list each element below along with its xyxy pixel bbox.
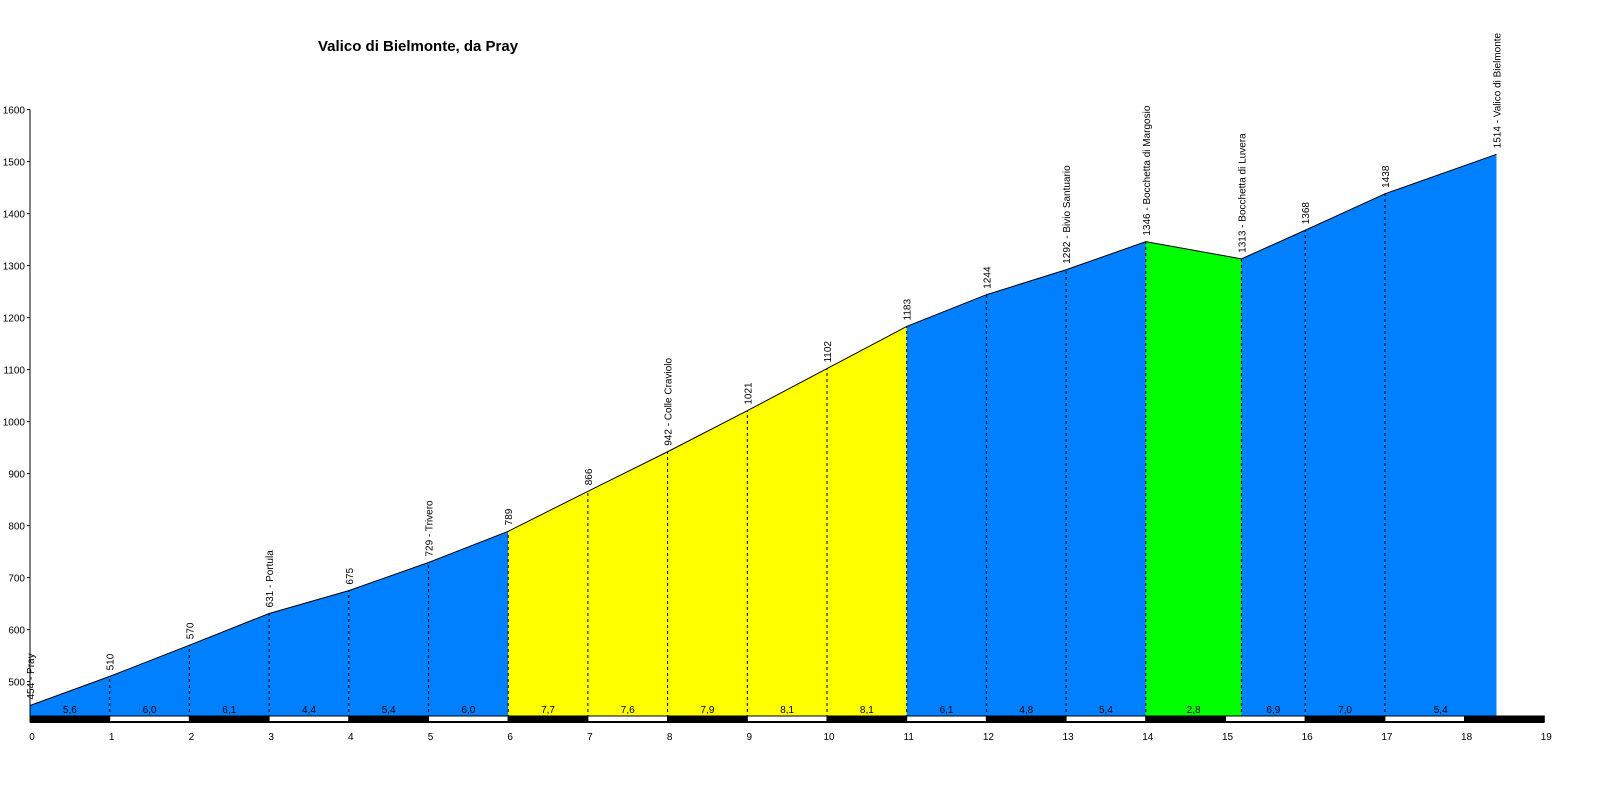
elevation-label: 729 - Trivero bbox=[425, 500, 436, 557]
segment-fill bbox=[747, 368, 827, 718]
km-markers bbox=[29, 153, 1497, 718]
gradient-label: 5,4 bbox=[1099, 705, 1113, 716]
elevation-label: 1346 - Bocchetta di Margosio bbox=[1142, 105, 1153, 236]
segment-fill bbox=[30, 676, 110, 718]
x-tick-label: 9 bbox=[747, 732, 753, 743]
segment-fill bbox=[109, 645, 190, 718]
y-tick-label: 900 bbox=[8, 470, 25, 481]
gradient-label: 4,4 bbox=[302, 705, 316, 716]
elevation-label: 1102 bbox=[823, 341, 834, 363]
elevation-label: 942 - Colle Craviolo bbox=[664, 358, 675, 446]
segment-fill bbox=[827, 326, 907, 718]
y-tick-label: 500 bbox=[8, 678, 25, 689]
segment-fill bbox=[1066, 241, 1146, 718]
x-tick-label: 1 bbox=[109, 732, 115, 743]
x-tick-label: 4 bbox=[348, 732, 354, 743]
y-tick-label: 1000 bbox=[3, 418, 26, 429]
x-tick-label: 17 bbox=[1381, 732, 1393, 743]
y-tick-label: 1100 bbox=[3, 366, 25, 377]
segment-fill bbox=[1145, 241, 1242, 718]
x-tick-label: 14 bbox=[1142, 732, 1154, 743]
gradient-label: 6,0 bbox=[461, 705, 475, 716]
x-axis: 0 1 2 3 4 5 6 7 8 9 10 11 12 13 14 15 16 17 18 19 bbox=[29, 732, 1552, 743]
segment-fill bbox=[667, 410, 748, 718]
elevation-label: 1244 bbox=[982, 266, 993, 289]
gradient-labels: 5,6 6,0 6,1 4,4 5,4 6,0 7,7 7,6 7,9 8,1 8,1 6,1 4,8 5… bbox=[63, 705, 1448, 716]
elevation-label: 789 bbox=[504, 508, 515, 525]
elevation-label: 631 - Portula bbox=[265, 550, 276, 608]
elevation-labels: 454 - Pray 510 570 631 - Portula 675 729 - Tr… bbox=[26, 32, 1503, 699]
elevation-label: 1313 - Bocchetta di Luvera bbox=[1237, 133, 1248, 253]
elevation-label: 866 bbox=[584, 468, 595, 485]
gradient-label: 7,7 bbox=[541, 705, 555, 716]
gradient-label: 6,0 bbox=[143, 705, 157, 716]
elevation-label: 1368 bbox=[1301, 202, 1312, 225]
distance-bar bbox=[29, 715, 1545, 723]
gradient-label: 6,1 bbox=[222, 705, 236, 716]
gradient-label: 8,1 bbox=[780, 705, 794, 716]
segment-fill bbox=[269, 590, 349, 718]
elevation-label: 454 - Pray bbox=[26, 653, 37, 699]
segment-fills bbox=[30, 154, 1497, 719]
x-tick-label: 6 bbox=[507, 732, 513, 743]
x-tick-label: 13 bbox=[1063, 732, 1075, 743]
segment-fill bbox=[587, 451, 668, 718]
gradient-label: 6,9 bbox=[1266, 705, 1280, 716]
segment-fill bbox=[508, 491, 588, 718]
x-tick-label: 8 bbox=[667, 732, 673, 743]
gradient-label: 7,6 bbox=[621, 705, 635, 716]
elevation-label: 1514 - Valico di Bielmonte bbox=[1492, 32, 1503, 148]
segment-fill bbox=[189, 613, 270, 718]
segment-fill bbox=[1305, 193, 1385, 719]
elevation-label: 675 bbox=[345, 567, 356, 584]
y-tick-label: 1200 bbox=[3, 314, 26, 325]
segment-fill bbox=[1384, 154, 1497, 718]
x-tick-label: 3 bbox=[268, 732, 274, 743]
y-axis: 500 600 700 800 900 1000 1100 1200 1300 1400 1500 1… bbox=[3, 106, 31, 718]
x-tick-label: 7 bbox=[587, 732, 593, 743]
x-tick-label: 18 bbox=[1461, 732, 1473, 743]
segment-fill bbox=[1241, 230, 1306, 719]
elevation-label: 570 bbox=[185, 622, 196, 639]
segment-fill bbox=[906, 294, 987, 718]
x-tick-label: 12 bbox=[983, 732, 995, 743]
gradient-label: 7,0 bbox=[1338, 705, 1352, 716]
y-tick-label: 800 bbox=[8, 522, 25, 533]
gradient-label: 5,6 bbox=[63, 705, 77, 716]
elevation-label: 1183 bbox=[903, 298, 914, 320]
chart-title: Valico di Bielmonte, da Pray bbox=[318, 38, 519, 55]
elevation-label: 510 bbox=[106, 653, 117, 670]
y-tick-label: 1500 bbox=[3, 158, 26, 169]
x-tick-label: 10 bbox=[823, 732, 835, 743]
y-tick-label: 1400 bbox=[3, 210, 26, 221]
gradient-label: 2,8 bbox=[1187, 705, 1201, 716]
gradient-label: 8,1 bbox=[860, 705, 874, 716]
gradient-label: 4,8 bbox=[1019, 705, 1033, 716]
x-tick-label: 16 bbox=[1302, 732, 1314, 743]
x-tick-label: 5 bbox=[428, 732, 434, 743]
x-tick-label: 15 bbox=[1222, 732, 1234, 743]
y-tick-label: 700 bbox=[8, 574, 25, 585]
segment-fill bbox=[986, 269, 1067, 718]
y-tick-label: 1300 bbox=[3, 262, 26, 273]
x-tick-label: 2 bbox=[189, 732, 195, 743]
segment-fill bbox=[428, 531, 509, 718]
y-tick-label: 1600 bbox=[3, 106, 26, 117]
gradient-label: 5,4 bbox=[382, 705, 396, 716]
gradient-label: 7,9 bbox=[700, 705, 714, 716]
segment-fill bbox=[348, 562, 429, 718]
x-tick-label: 0 bbox=[29, 732, 35, 743]
elevation-label: 1438 bbox=[1381, 165, 1392, 188]
gradient-label: 5,4 bbox=[1434, 705, 1448, 716]
x-tick-label: 19 bbox=[1541, 732, 1553, 743]
x-tick-label: 11 bbox=[904, 732, 915, 743]
elevation-label: 1292 - Bivio Santuario bbox=[1062, 165, 1073, 264]
gradient-label: 6,1 bbox=[940, 705, 954, 716]
elevation-label: 1021 bbox=[743, 382, 754, 405]
y-tick-label: 600 bbox=[8, 626, 25, 637]
